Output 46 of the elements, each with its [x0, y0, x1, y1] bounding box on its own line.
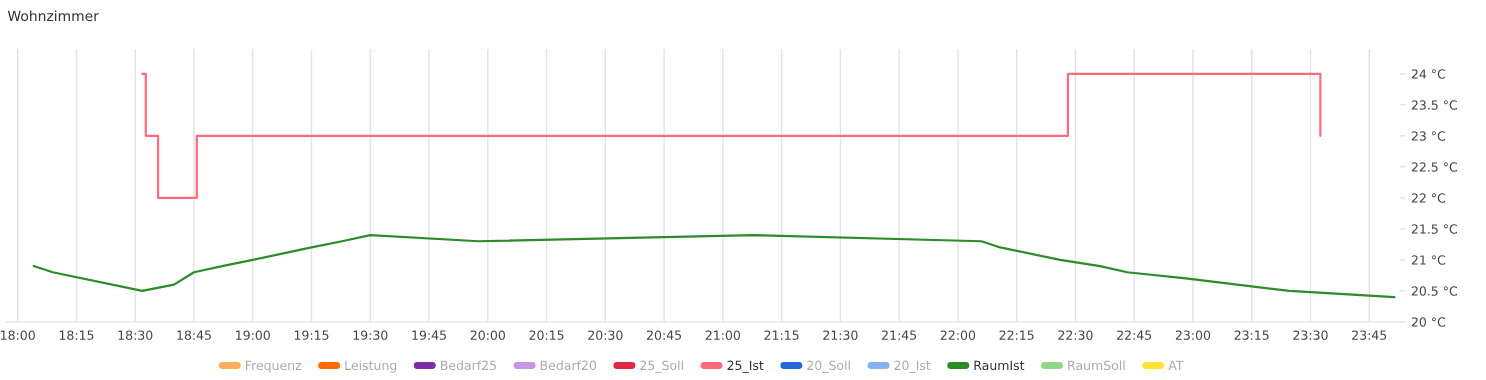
x-tick-label: 19:30	[353, 330, 388, 340]
x-tick-label: 22:15	[999, 330, 1034, 340]
x-tick-label: 19:45	[412, 330, 446, 340]
x-tick-label: 23:30	[1293, 330, 1328, 340]
legend-label: AT	[1168, 360, 1184, 370]
x-tick-label: 18:45	[177, 330, 211, 340]
legend-label: Frequenz	[246, 360, 302, 373]
legend-label: 25_Soll	[640, 360, 683, 373]
legend-label: RaumSoll	[1068, 360, 1125, 371]
y-tick-label: 20.5 °C	[1411, 286, 1458, 296]
x-tick-label: 23:45	[1352, 330, 1387, 340]
y-tick-label: 21.5 °C	[1411, 224, 1458, 234]
x-tick-label: 19:15	[294, 330, 329, 340]
x-tick-label: 19:00	[236, 330, 270, 340]
y-tick-label: 22 °C	[1411, 193, 1446, 203]
x-tick-label: 20:30	[588, 330, 623, 340]
legend-label: 20_Ist	[894, 360, 931, 373]
legend-label: Bedarf25	[441, 360, 496, 371]
legend-label: Bedarf20	[540, 360, 597, 371]
x-tick-label: 18:30	[118, 330, 153, 340]
chart-title: Wohnzimmer	[7, 10, 99, 22]
y-tick-label: 20 °C	[1411, 317, 1446, 327]
x-tick-label: 21:45	[882, 330, 917, 340]
x-tick-label: 20:15	[529, 330, 564, 340]
x-tick-label: 21:30	[823, 330, 858, 340]
x-tick-label: 18:15	[59, 330, 94, 340]
y-tick-label: 22.5 °C	[1411, 162, 1458, 172]
legend-label: 25_Ist	[727, 360, 764, 373]
x-tick-label: 22:30	[1058, 330, 1093, 340]
x-tick-label: 23:15	[1234, 330, 1269, 340]
x-tick-label: 20:45	[647, 330, 682, 340]
legend-label: 20_Soll	[807, 360, 850, 373]
x-tick-label: 22:45	[1117, 330, 1152, 340]
y-tick-label: 21 °C	[1411, 255, 1446, 265]
y-tick-label: 23 °C	[1411, 131, 1446, 141]
legend-label: Leistung	[345, 360, 397, 373]
x-tick-label: 20:00	[470, 330, 505, 340]
x-tick-label: 22:00	[940, 330, 976, 340]
y-tick-label: 23.5 °C	[1411, 100, 1458, 110]
x-tick-label: 21:15	[764, 330, 799, 340]
x-tick-label: 23:00	[1175, 330, 1211, 340]
y-tick-label: 24 °C	[1411, 69, 1446, 79]
x-tick-label: 18:00	[1, 330, 35, 340]
x-tick-label: 21:00	[705, 330, 741, 340]
line-series	[32, 233, 1396, 299]
legend-label: RaumIst	[974, 360, 1025, 371]
